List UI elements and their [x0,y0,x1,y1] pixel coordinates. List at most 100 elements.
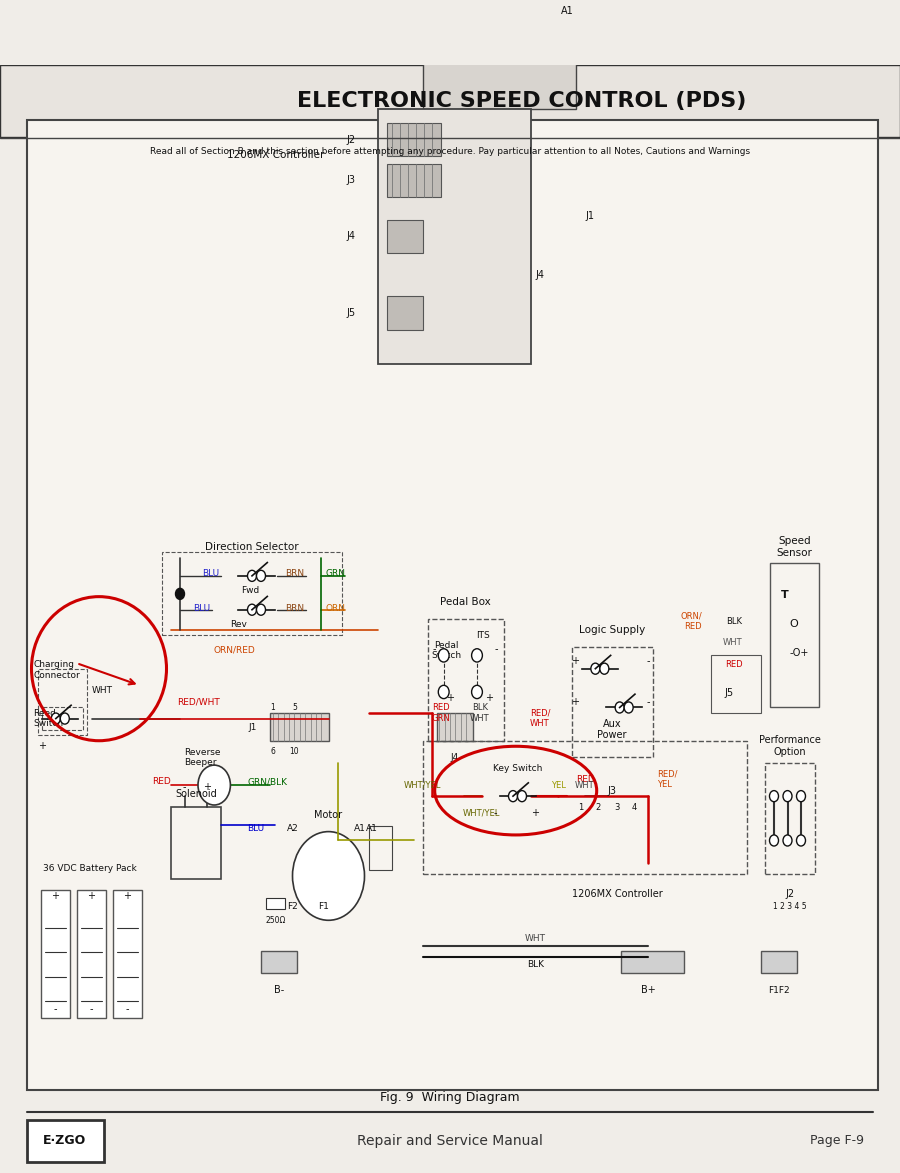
Text: Page F-9: Page F-9 [810,1134,864,1147]
Text: WHT: WHT [575,780,595,789]
Text: Rev: Rev [230,619,247,629]
Text: J3: J3 [608,786,616,795]
Text: BLK: BLK [527,961,544,969]
Text: ELECTRONIC SPEED CONTROL (PDS): ELECTRONIC SPEED CONTROL (PDS) [297,91,747,111]
Circle shape [248,604,256,616]
Text: YEL: YEL [551,780,565,789]
Text: 4: 4 [632,802,637,812]
Text: Motor: Motor [314,811,343,820]
Circle shape [438,649,449,662]
Text: Reverse
Beeper: Reverse Beeper [184,747,221,767]
Text: Repair and Service Manual: Repair and Service Manual [357,1134,543,1148]
Text: J5: J5 [724,689,733,698]
Bar [38,669,87,735]
Text: Solenoid: Solenoid [175,789,217,799]
Circle shape [472,649,482,662]
Circle shape [51,713,60,724]
Text: RED: RED [724,659,742,669]
Circle shape [480,19,494,36]
Text: ORN: ORN [326,604,346,612]
Bar [27,120,878,1090]
Bar [378,109,531,364]
Text: F2: F2 [287,902,298,911]
Text: +: + [572,656,579,666]
Circle shape [441,19,455,36]
Circle shape [625,701,634,713]
Text: O: O [790,619,798,629]
Bar [162,552,342,636]
Text: +: + [485,693,492,703]
Text: 1206MX Controller: 1206MX Controller [227,150,324,160]
Text: B-: B- [274,985,284,995]
Text: WHT/YEL: WHT/YEL [403,780,441,789]
Text: Speed
Sensor: Speed Sensor [777,536,812,557]
Bar [765,762,814,874]
Text: 2: 2 [596,802,601,812]
Text: +: + [446,693,454,703]
Text: 3: 3 [614,802,619,812]
Bar [112,890,142,1018]
Bar [428,619,504,740]
Text: J3: J3 [346,175,356,185]
Circle shape [783,835,792,846]
Text: -: - [125,1004,129,1013]
Text: WHT: WHT [723,638,742,647]
Text: A1: A1 [354,823,366,833]
Text: RED/
YEL: RED/ YEL [657,769,678,789]
Bar [42,707,83,730]
Bar [261,951,297,974]
Text: 36 VDC Battery Pack: 36 VDC Battery Pack [43,863,137,873]
Text: 6: 6 [270,747,275,757]
Text: ORN/
RED: ORN/ RED [680,611,702,631]
Text: Key Switch: Key Switch [493,764,542,773]
Bar [476,12,499,56]
Bar [270,713,328,740]
Bar [266,899,285,909]
Circle shape [796,835,806,846]
Text: E·ZGO: E·ZGO [43,1134,86,1147]
Text: -: - [433,644,436,655]
Text: 1 2 3 4 5: 1 2 3 4 5 [773,902,806,911]
Circle shape [770,791,778,801]
Text: A1: A1 [365,823,378,833]
Text: Direction Selector: Direction Selector [205,542,299,551]
Text: BRN: BRN [284,604,304,612]
Text: RED/WHT: RED/WHT [176,698,220,706]
Text: -: - [183,782,186,792]
Bar [40,890,70,1018]
Text: Pedal
Switch: Pedal Switch [432,640,462,660]
Circle shape [796,791,806,801]
Text: +: + [572,697,579,707]
Text: +: + [532,808,539,818]
Bar [171,807,220,880]
Text: J2: J2 [346,135,356,144]
Text: Fig. 9  Wiring Diagram: Fig. 9 Wiring Diagram [380,1091,520,1104]
Text: GRN/BLK: GRN/BLK [248,778,287,786]
Bar [387,219,423,253]
Circle shape [508,791,518,801]
Text: 10: 10 [290,747,299,757]
Bar [711,656,760,713]
Bar [387,123,441,156]
Text: -: - [646,697,650,707]
Bar [387,297,423,330]
Text: F1F2: F1F2 [768,985,789,995]
Circle shape [198,765,230,805]
Circle shape [248,570,256,582]
Bar [436,713,472,740]
Text: -: - [646,656,650,666]
Text: J2: J2 [785,889,795,899]
Text: F1: F1 [319,902,329,911]
Circle shape [472,685,482,699]
Circle shape [783,791,792,801]
Text: -: - [495,644,498,655]
Circle shape [590,663,599,674]
Text: -: - [53,1004,57,1013]
Text: 1: 1 [270,703,275,712]
Text: A1: A1 [561,6,573,16]
Text: 250Ω: 250Ω [266,916,285,924]
Text: J4: J4 [346,231,356,242]
Bar [387,164,441,197]
Circle shape [256,570,266,582]
Text: +: + [203,782,211,792]
